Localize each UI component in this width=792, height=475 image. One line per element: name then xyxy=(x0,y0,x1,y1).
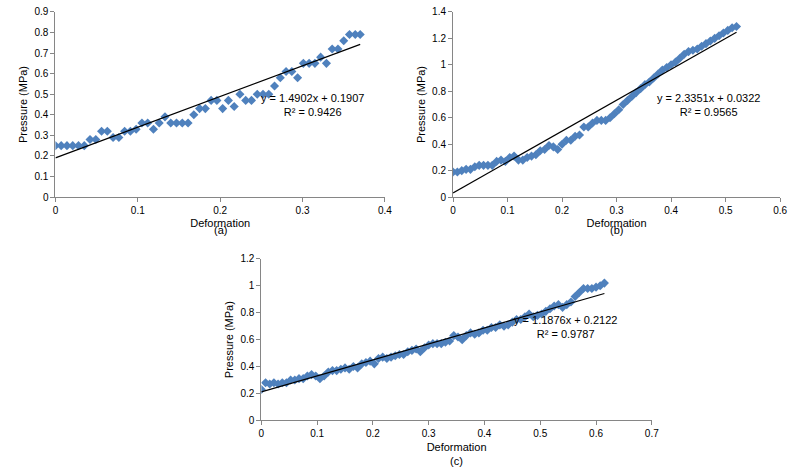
svg-text:0.3: 0.3 xyxy=(422,428,436,439)
svg-text:0.2: 0.2 xyxy=(432,165,446,176)
svg-text:(b): (b) xyxy=(610,224,623,236)
svg-text:0: 0 xyxy=(450,205,456,216)
svg-text:0.3: 0.3 xyxy=(35,130,49,141)
svg-text:Deformation: Deformation xyxy=(190,217,250,229)
svg-text:0.6: 0.6 xyxy=(773,205,787,216)
svg-text:y = 1.4902x + 0.1907R² = 0.942: y = 1.4902x + 0.1907R² = 0.9426 xyxy=(261,92,364,118)
svg-text:y = 1.1876x + 0.2122R² = 0.978: y = 1.1876x + 0.2122R² = 0.9787 xyxy=(514,314,617,340)
svg-text:0.2: 0.2 xyxy=(213,205,227,216)
svg-text:0: 0 xyxy=(249,415,255,426)
svg-text:0: 0 xyxy=(53,205,59,216)
svg-text:Deformation: Deformation xyxy=(427,441,487,453)
svg-text:1: 1 xyxy=(440,59,446,70)
svg-text:0.2: 0.2 xyxy=(555,205,569,216)
svg-text:0.3: 0.3 xyxy=(610,205,624,216)
svg-text:0.4: 0.4 xyxy=(664,205,678,216)
svg-text:0.9: 0.9 xyxy=(35,6,49,17)
svg-text:0.6: 0.6 xyxy=(589,428,603,439)
svg-text:1.4: 1.4 xyxy=(432,6,446,17)
svg-text:0.1: 0.1 xyxy=(310,428,324,439)
svg-text:(a): (a) xyxy=(214,224,227,236)
svg-text:0.4: 0.4 xyxy=(478,428,492,439)
svg-text:0.8: 0.8 xyxy=(35,27,49,38)
svg-text:0.8: 0.8 xyxy=(240,307,254,318)
svg-text:1.2: 1.2 xyxy=(432,33,446,44)
svg-text:0.7: 0.7 xyxy=(645,428,659,439)
svg-text:0.1: 0.1 xyxy=(35,171,49,182)
svg-text:1: 1 xyxy=(249,280,255,291)
svg-text:0.2: 0.2 xyxy=(35,150,49,161)
svg-text:0.3: 0.3 xyxy=(296,205,310,216)
svg-text:0: 0 xyxy=(440,192,446,203)
svg-text:0.1: 0.1 xyxy=(131,205,145,216)
svg-text:Pressure (MPa): Pressure (MPa) xyxy=(17,66,29,143)
svg-text:Deformation: Deformation xyxy=(587,217,647,229)
svg-text:0.2: 0.2 xyxy=(366,428,380,439)
svg-text:0.6: 0.6 xyxy=(432,112,446,123)
svg-text:Pressure (MPa): Pressure (MPa) xyxy=(415,66,427,143)
svg-text:(c): (c) xyxy=(450,455,463,467)
svg-text:0.8: 0.8 xyxy=(432,86,446,97)
svg-text:0.5: 0.5 xyxy=(35,89,49,100)
svg-text:0.4: 0.4 xyxy=(240,361,254,372)
svg-text:0.4: 0.4 xyxy=(35,109,49,120)
svg-text:0.4: 0.4 xyxy=(378,205,392,216)
svg-text:0.7: 0.7 xyxy=(35,48,49,59)
svg-text:0.4: 0.4 xyxy=(432,139,446,150)
svg-text:0: 0 xyxy=(259,428,265,439)
svg-text:Pressure (MPa): Pressure (MPa) xyxy=(223,301,235,378)
svg-text:0.1: 0.1 xyxy=(501,205,515,216)
svg-text:0.6: 0.6 xyxy=(35,68,49,79)
svg-text:0.2: 0.2 xyxy=(240,388,254,399)
svg-text:0.5: 0.5 xyxy=(719,205,733,216)
svg-text:0: 0 xyxy=(43,192,49,203)
svg-text:1.2: 1.2 xyxy=(240,253,254,264)
svg-text:0.5: 0.5 xyxy=(533,428,547,439)
svg-text:0.6: 0.6 xyxy=(240,334,254,345)
svg-text:y = 2.3351x + 0.0322R² = 0.956: y = 2.3351x + 0.0322R² = 0.9565 xyxy=(657,92,760,118)
